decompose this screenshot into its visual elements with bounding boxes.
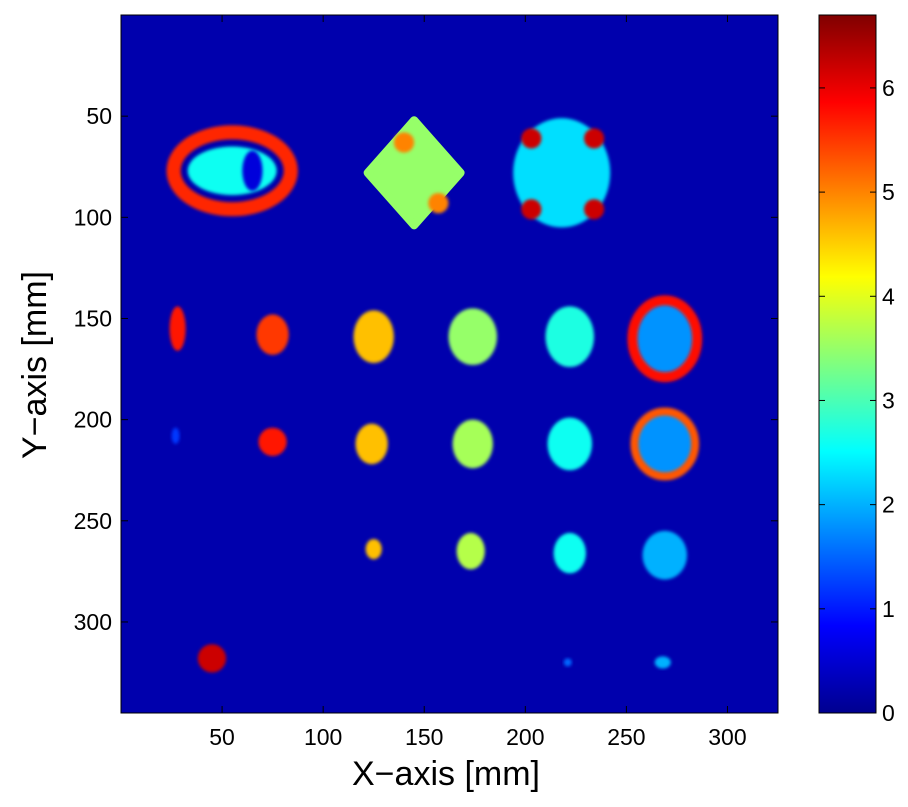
heatmap-region [363,116,465,230]
heatmap-region [553,532,586,574]
x-axis-title: X−axis [mm] [352,755,540,793]
colorbar-tick-label: 6 [882,75,895,101]
x-tick-label: 50 [209,724,235,750]
x-tick-label: 100 [304,724,342,750]
colorbar-tick-label: 5 [882,179,895,205]
heatmap-region [169,306,186,351]
heatmap-region [456,532,485,570]
heatmap-region [171,427,180,444]
heatmap-region [563,658,572,667]
y-tick-label: 200 [74,407,112,433]
y-tick-label: 150 [74,305,112,331]
heatmap-region [355,423,388,465]
heatmap-hotspot [242,150,263,192]
heatmap-hotspot [428,193,449,214]
y-tick-label: 250 [74,508,112,534]
heatmap-region [547,417,593,471]
colorbar-tick-label: 0 [882,700,895,726]
colorbar-tick-label: 3 [882,387,895,413]
x-tick-label: 200 [506,724,544,750]
colorbar-ticks: 0 1 2 3 4 5 6 [819,75,895,726]
x-tick-label: 150 [405,724,443,750]
heatmap-ring [630,407,700,481]
heatmap-hotspot [521,128,542,149]
heatmap-hotspot [393,132,415,153]
x-tick-label: 250 [607,724,645,750]
heatmap-region [545,306,595,368]
y-axis-title: Y−axis [mm] [16,271,54,459]
colorbar-tick-label: 2 [882,492,895,518]
heatmap-ring [166,125,298,217]
heatmap-region [634,411,696,477]
heatmap-hotspot [521,199,542,220]
heatmap-region [642,530,688,580]
heatmap-region [365,539,382,560]
heatmap-region [353,310,394,363]
heatmap-region [258,427,287,457]
heatmap-region [187,146,277,196]
plot-frame [120,14,779,714]
heatmap-region [256,314,289,355]
heatmap-region [654,656,671,669]
heatmap-region [448,308,498,366]
y-axis-ticks: 50 100 150 200 250 300 [74,103,778,635]
heatmap-region [452,419,493,469]
colorbar [818,14,877,714]
y-tick-label: 50 [86,103,112,129]
heatmap-region [632,300,698,378]
heatmap-ring [627,295,703,383]
heatmap-hotspot [583,199,605,220]
y-tick-label: 100 [74,204,112,230]
heatmap-hotspot [583,128,605,149]
x-axis-ticks: 50 100 150 200 250 300 [209,15,747,750]
heatmap-region [197,644,227,673]
y-tick-label: 300 [74,609,112,635]
colorbar-tick-label: 4 [882,283,895,309]
colorbar-tick-label: 1 [882,596,895,622]
x-tick-label: 300 [708,724,746,750]
heatmap-marks [166,116,703,673]
